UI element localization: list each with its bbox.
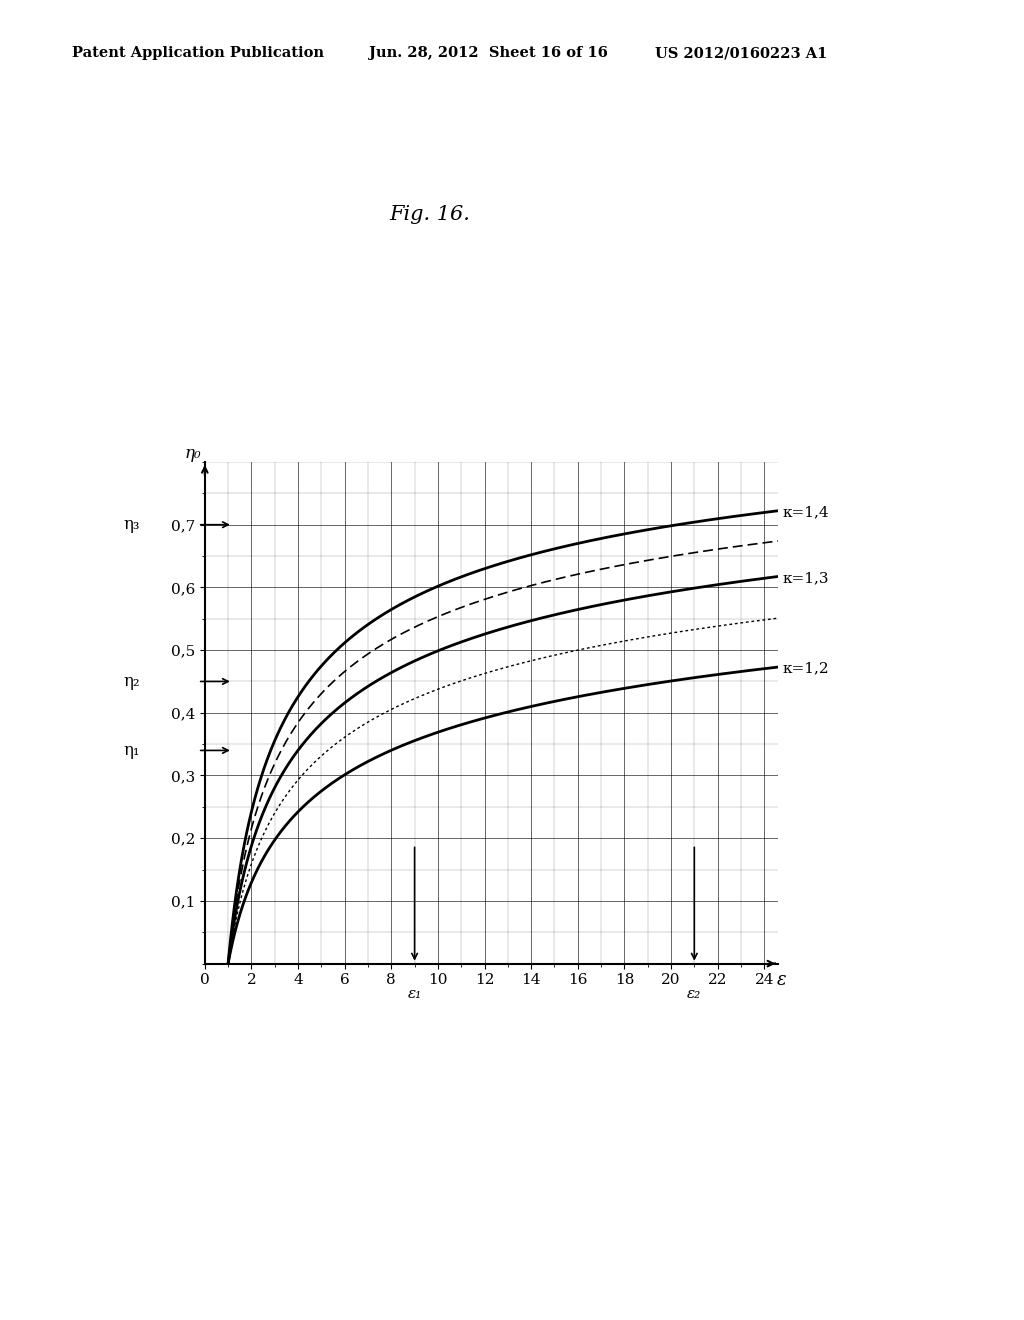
- Text: ε₁: ε₁: [408, 987, 422, 1001]
- Text: κ=1,4: κ=1,4: [783, 506, 829, 520]
- Text: η₁: η₁: [123, 742, 139, 759]
- Text: κ=1,2: κ=1,2: [783, 661, 829, 676]
- Text: η₂: η₂: [123, 673, 139, 690]
- Text: US 2012/0160223 A1: US 2012/0160223 A1: [655, 46, 827, 61]
- Text: η₀: η₀: [185, 445, 202, 462]
- Text: Jun. 28, 2012  Sheet 16 of 16: Jun. 28, 2012 Sheet 16 of 16: [369, 46, 607, 61]
- Text: Patent Application Publication: Patent Application Publication: [72, 46, 324, 61]
- Text: ε₂: ε₂: [687, 987, 701, 1001]
- Text: Fig. 16.: Fig. 16.: [389, 205, 470, 223]
- Text: ε: ε: [777, 972, 786, 989]
- Text: κ=1,3: κ=1,3: [783, 572, 829, 585]
- Text: η₃: η₃: [123, 516, 139, 533]
